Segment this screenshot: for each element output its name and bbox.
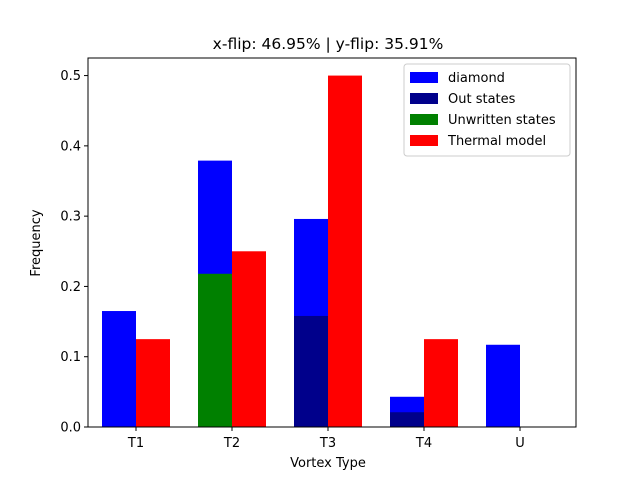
x-tick-label: T1 — [127, 436, 144, 451]
legend-label: Out states — [448, 92, 516, 107]
chart-title: x-flip: 46.95% | y-flip: 35.91% — [213, 35, 444, 53]
y-tick-label: 0.2 — [60, 280, 81, 295]
legend: diamond Out states Unwritten states Thermal… — [403, 63, 571, 157]
bar-thermal-model-t3 — [328, 75, 362, 428]
y-axis-label: Frequency — [29, 209, 44, 276]
legend-label: Thermal model — [447, 134, 546, 149]
y-tick-label: 0.3 — [60, 210, 81, 225]
bar-diamond-u — [486, 344, 520, 427]
legend-label: diamond — [448, 71, 505, 86]
legend-label: Unwritten states — [448, 113, 556, 128]
x-axis: T1 T2 T3 T4 U — [127, 427, 525, 451]
y-tick-label: 0.0 — [60, 421, 81, 436]
bar-thermal-model-t4 — [424, 339, 458, 427]
legend-swatch — [410, 93, 438, 104]
x-tick-label: T3 — [319, 436, 336, 451]
bar-thermal-model-t1 — [136, 339, 170, 427]
y-tick-label: 0.5 — [60, 69, 81, 84]
legend-box — [403, 63, 571, 157]
bar-unwritten-states-t2 — [198, 273, 232, 427]
x-tick-label: T2 — [223, 436, 240, 451]
legend-swatch — [410, 135, 438, 146]
y-tick-label: 0.4 — [60, 139, 81, 154]
bars-group — [102, 75, 520, 428]
y-axis: 0.0 0.1 0.2 0.3 0.4 0.5 — [60, 69, 88, 436]
legend-swatch — [410, 114, 438, 125]
bar-out-states-t3 — [294, 315, 328, 427]
plot-frame — [87, 57, 577, 428]
legend-swatch — [410, 72, 438, 83]
x-axis-label: Vortex Type — [290, 456, 366, 471]
x-tick-label: T4 — [415, 436, 432, 451]
bar-thermal-model-t2 — [232, 251, 266, 427]
x-tick-label: U — [515, 436, 525, 451]
bar-diamond-t1 — [102, 311, 136, 427]
bar-out-states-t4 — [390, 412, 424, 427]
y-tick-label: 0.1 — [60, 350, 81, 365]
